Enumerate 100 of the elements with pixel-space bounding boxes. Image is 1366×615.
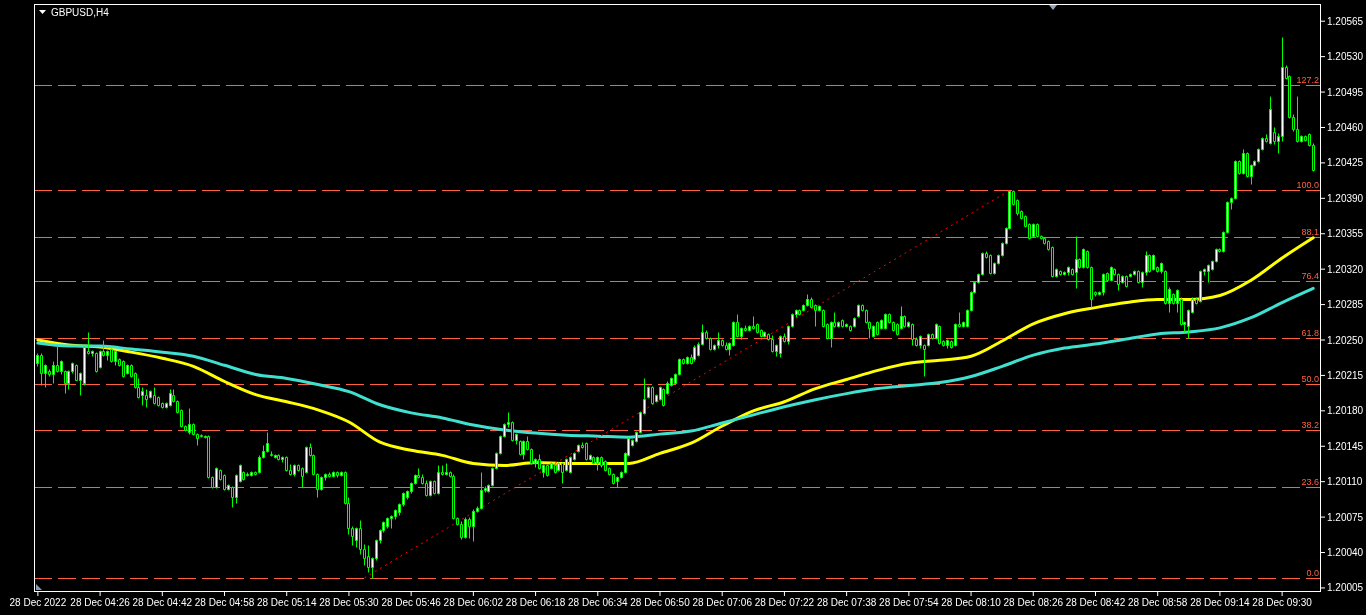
y-tick-label: 1.20460 (1327, 121, 1364, 133)
x-tick-label: 28 Dec 05:30 (319, 597, 380, 608)
candlestick (153, 387, 156, 405)
candlestick (1075, 236, 1078, 289)
candlestick (853, 317, 856, 328)
candlestick (938, 325, 941, 345)
candlestick (600, 456, 603, 468)
y-tick-label: 1.20285 (1327, 299, 1364, 311)
candlestick (779, 335, 782, 358)
candlestick (285, 456, 288, 472)
y-tick-label: 1.20565 (1327, 15, 1364, 27)
candlestick (911, 323, 914, 346)
candlestick (95, 352, 98, 373)
candlestick (126, 364, 129, 375)
candlestick (1110, 266, 1113, 282)
x-tick-label: 28 Dec 04:26 (70, 597, 131, 608)
y-tick-label: 1.20040 (1327, 547, 1364, 559)
candlestick (429, 480, 432, 497)
candlestick (686, 356, 689, 365)
candlestick (293, 464, 296, 477)
x-tick-label: 28 Dec 08:58 (1127, 597, 1188, 608)
candlestick (480, 472, 483, 510)
candlestick (386, 517, 389, 529)
y-tick-label: 1.20320 (1327, 263, 1364, 275)
candlestick (585, 442, 588, 461)
annotation: 88.1 (1301, 226, 1319, 237)
candlestick (798, 309, 801, 316)
candlestick (270, 451, 273, 457)
candlestick (604, 460, 607, 472)
candlestick (437, 465, 440, 495)
candlestick (145, 389, 148, 408)
candlestick (460, 521, 463, 540)
candlestick (946, 339, 949, 349)
y-tick-label: 1.20215 (1327, 369, 1364, 381)
candlestick (114, 350, 117, 366)
annotation: 50.0 (1301, 373, 1319, 384)
candlestick (169, 389, 172, 407)
candlestick (651, 386, 654, 405)
candlestick (1242, 149, 1245, 175)
candlestick (857, 304, 860, 318)
candlestick (872, 325, 875, 338)
candlestick (40, 353, 43, 386)
candlestick (274, 454, 277, 459)
x-tick-label: 28 Dec 2022 (9, 597, 67, 608)
candlestick (693, 345, 696, 362)
candlestick (752, 316, 755, 330)
annotation: 76.4 (1301, 271, 1319, 282)
candlestick (596, 456, 599, 471)
candlestick (336, 471, 339, 478)
candlestick (845, 323, 848, 328)
annotation: 23.6 (1301, 476, 1319, 487)
candlestick (1102, 273, 1105, 296)
candlestick (1148, 254, 1151, 273)
candlestick (884, 313, 887, 330)
annotation: 61.8 (1301, 327, 1319, 338)
candlestick (122, 360, 125, 378)
x-tick-label: 28 Dec 08:42 (1065, 597, 1126, 608)
y-tick-label: 1.20180 (1327, 405, 1364, 417)
candlestick (1137, 270, 1140, 284)
x-tick-label: 28 Dec 08:26 (1003, 597, 1064, 608)
candlestick (1269, 96, 1272, 145)
x-tick-label: 28 Dec 07:06 (692, 597, 753, 608)
candlestick (332, 471, 335, 478)
x-tick-label: 28 Dec 05:46 (381, 597, 442, 608)
candlestick (1036, 223, 1039, 238)
candlestick (577, 444, 580, 453)
x-tick-label: 28 Dec 06:34 (568, 597, 628, 608)
candlestick (1207, 264, 1210, 283)
annotation: 0.0 (1306, 567, 1319, 578)
candlestick (188, 408, 191, 435)
candlestick (328, 472, 331, 478)
y-tick-label: 1.20495 (1327, 86, 1364, 98)
y-tick-label: 1.20355 (1327, 228, 1364, 240)
x-tick-label: 28 Dec 09:30 (1252, 597, 1313, 608)
candlestick (277, 454, 280, 461)
candlestick (1117, 273, 1120, 291)
candlestick (215, 467, 218, 489)
x-tick-label: 28 Dec 09:14 (1190, 597, 1251, 608)
candlestick (223, 474, 226, 491)
annotation: 127.2 (1296, 74, 1319, 85)
y-tick-label: 1.20530 (1327, 51, 1364, 63)
candlestick (472, 509, 475, 542)
x-tick-label: 28 Dec 04:58 (194, 597, 255, 608)
candlestick (771, 335, 774, 353)
candlestick (110, 348, 113, 363)
x-tick-label: 28 Dec 06:02 (443, 597, 504, 608)
candlestick (522, 440, 525, 460)
candlestick (1032, 223, 1035, 238)
x-tick-label: 28 Dec 07:54 (879, 597, 940, 608)
candlestick (1125, 275, 1128, 288)
chart-title: GBPUSD,H4 (51, 7, 110, 18)
candlestick (246, 472, 249, 477)
candlestick (519, 440, 522, 456)
candlestick (1067, 266, 1070, 276)
y-tick-label: 1.20005 (1327, 582, 1364, 594)
y-tick-label: 1.20110 (1327, 476, 1363, 488)
x-tick-label: 28 Dec 07:38 (816, 597, 877, 608)
candlestick (445, 463, 448, 476)
candlestick (841, 319, 844, 328)
candlestick (569, 456, 572, 474)
